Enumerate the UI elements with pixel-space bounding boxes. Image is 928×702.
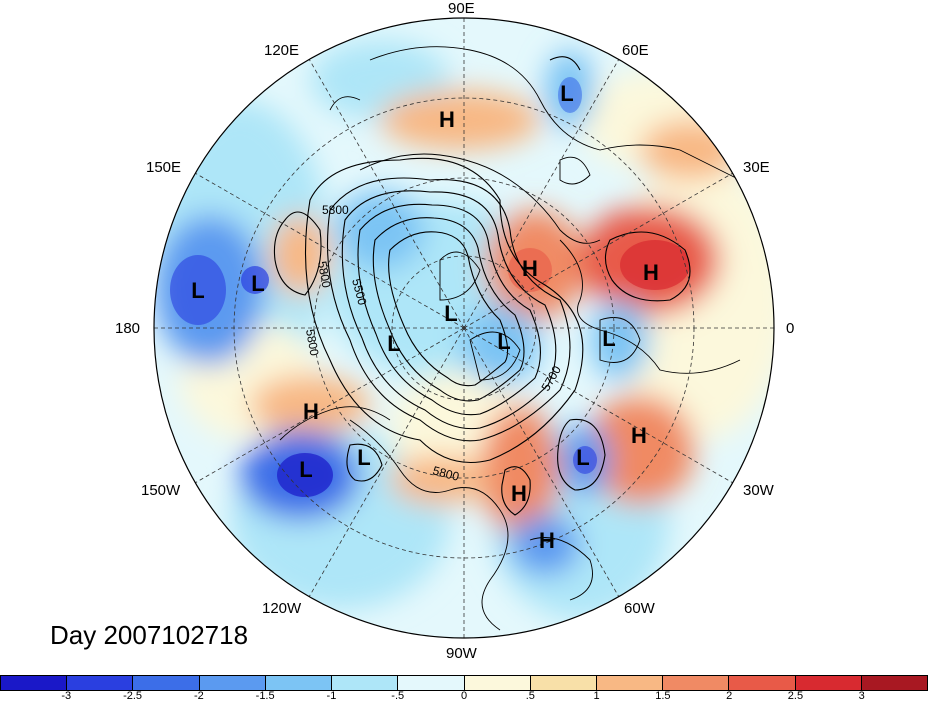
contour-label: 5800 (431, 463, 461, 484)
lon-label-90w: 90W (446, 645, 477, 662)
colorbar-tick-label: -2 (193, 690, 204, 702)
colorbar-tick-label: 2 (726, 690, 733, 702)
lon-label-60e: 60E (622, 42, 649, 59)
low-center: L (444, 301, 457, 326)
low-center: L (387, 331, 400, 356)
lon-label-60w: 60W (624, 600, 655, 617)
high-center: H (631, 423, 647, 448)
contour-label: 5800 (303, 328, 321, 357)
colorbar-swatch (530, 676, 597, 690)
lon-label-30w: 30W (743, 482, 774, 499)
high-center: H (439, 107, 455, 132)
date-label: Day 2007102718 (50, 620, 249, 650)
colorbar-tick-label: 1.5 (655, 690, 671, 702)
anomaly-field: 5800 5800 5800 5500 5700 5800 H L (154, 18, 774, 638)
colorbar-swatch (596, 676, 664, 690)
colorbar-tick-label: .5 (525, 690, 535, 702)
low-center: L (560, 81, 573, 106)
map-boundary (153, 17, 775, 639)
colorbar-tick-label: -2.5 (123, 690, 143, 702)
colorbar-tick-label: -1 (326, 690, 337, 702)
low-center: L (576, 445, 589, 470)
pressure-centers: H L H H L L L L L L H H L L L H H (191, 81, 659, 553)
low-center: H (539, 528, 555, 553)
colorbar-swatch (663, 676, 730, 690)
low-center: L (602, 326, 615, 351)
colorbar-tick-label: -.5 (391, 690, 405, 702)
colorbar-swatch (0, 676, 68, 690)
high-center: H (522, 256, 538, 281)
colorbar-tick-label: -3 (61, 690, 72, 702)
colorbar-swatch (398, 676, 465, 690)
colorbar-tick-label: 1 (593, 690, 600, 702)
low-center: L (251, 271, 264, 296)
colorbar-tick-label: 3 (858, 690, 865, 702)
colorbar-swatch (795, 676, 862, 690)
colorbar-tick-label: 0 (460, 690, 468, 702)
polar-map: 5800 5800 5800 5500 5700 5800 H L (153, 17, 775, 639)
lon-label-180: 180 (115, 320, 141, 337)
high-center: H (303, 399, 319, 424)
low-center: L (191, 278, 204, 303)
colorbar-tick-label: 2.5 (787, 690, 804, 702)
contour-label: 5800 (315, 260, 333, 289)
contour-label: 5800 (322, 203, 349, 217)
colorbar-tick-label: -1.5 (255, 690, 275, 702)
colorbar-swatch (464, 676, 531, 690)
lon-label-90e: 90E (448, 0, 475, 17)
lon-label-0: 0 (786, 320, 795, 337)
lat-lon-grid (154, 18, 774, 638)
lon-label-150e: 150E (146, 159, 182, 176)
coastlines (279, 46, 761, 631)
contour-label: 5500 (349, 277, 370, 307)
high-center: H (511, 481, 527, 506)
contour-labels: 5800 5800 5800 5500 5700 5800 (303, 203, 564, 484)
lon-label-30e: 30E (743, 159, 770, 176)
colorbar-swatch (332, 676, 399, 690)
low-center: L (357, 445, 370, 470)
colorbar-swatch (861, 676, 928, 690)
low-center: L (497, 329, 510, 354)
colorbar-swatch (199, 676, 266, 690)
colorbar (0, 675, 928, 691)
lon-label-150w: 150W (141, 482, 181, 499)
height-contours (273, 56, 691, 516)
colorbar-swatch (729, 676, 796, 690)
colorbar-swatch (67, 676, 134, 690)
low-center: L (299, 457, 312, 482)
lon-label-120e: 120E (264, 42, 300, 59)
lon-label-120w: 120W (262, 600, 302, 617)
colorbar-swatch (265, 676, 333, 690)
high-center: H (643, 260, 659, 285)
colorbar-swatch (133, 676, 200, 690)
